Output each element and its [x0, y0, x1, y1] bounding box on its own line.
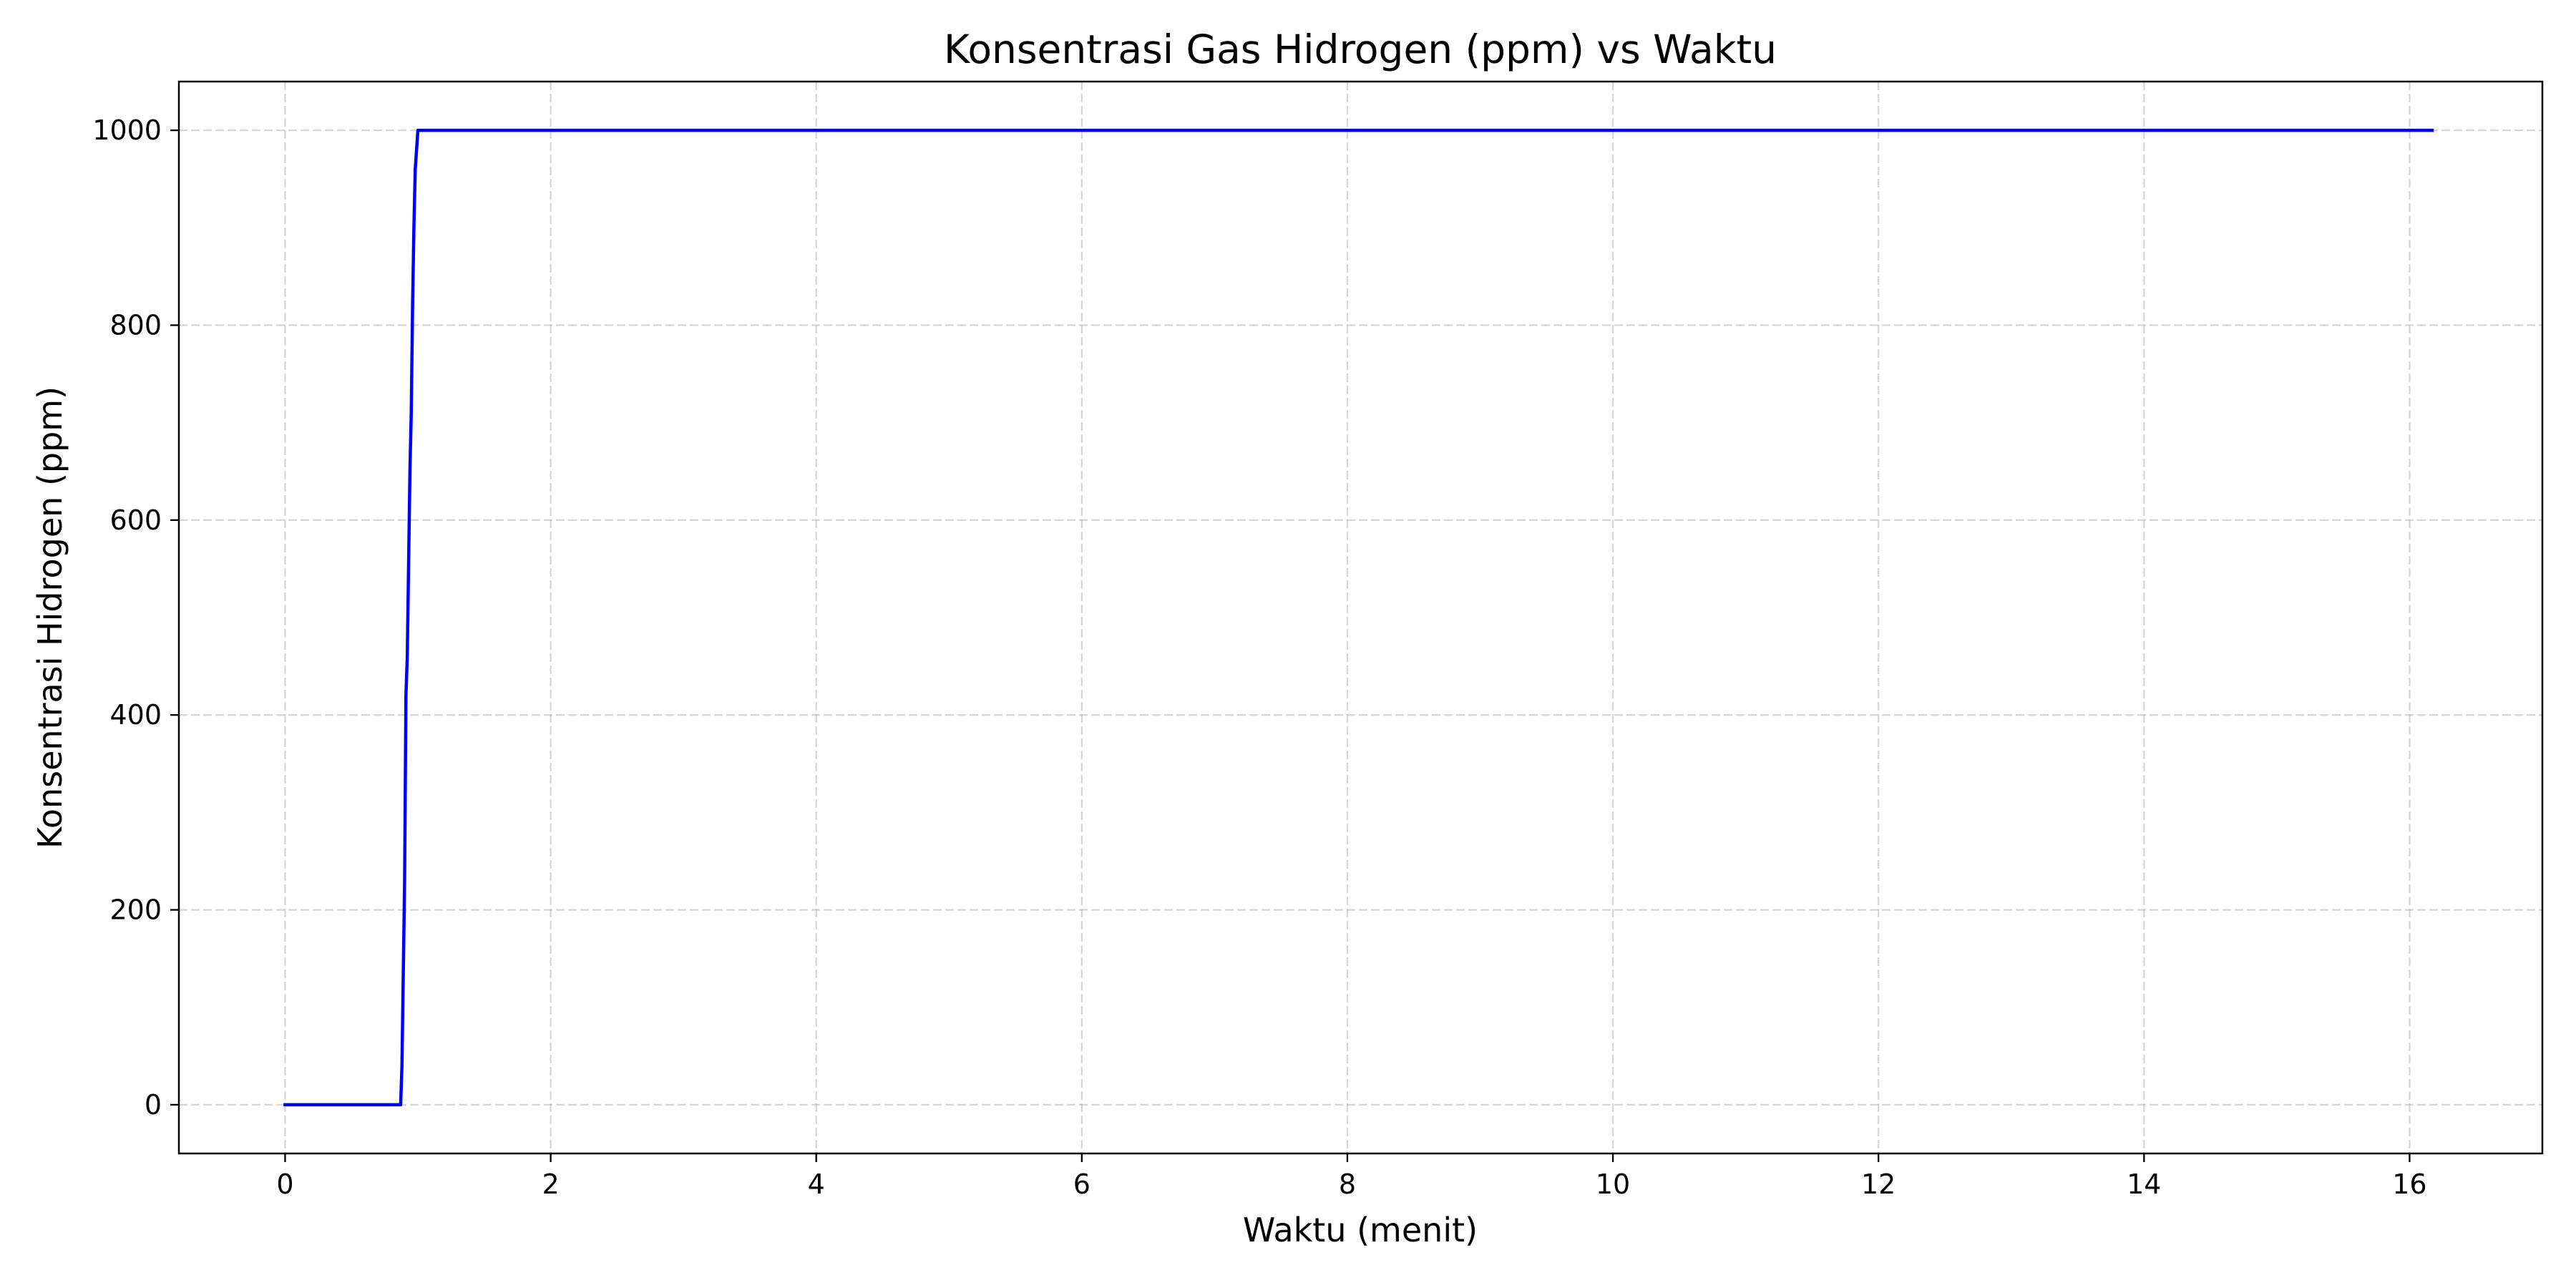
- y-tick-label: 200: [109, 894, 162, 926]
- x-tick-label: 12: [1861, 1169, 1896, 1200]
- y-tick-label: 600: [109, 504, 162, 536]
- y-tick-label: 800: [109, 309, 162, 341]
- x-tick-label: 16: [2392, 1169, 2426, 1200]
- series-line-1: [283, 128, 2434, 1107]
- x-tick-label: 10: [1596, 1169, 1630, 1200]
- series-layer: [283, 128, 2434, 1107]
- x-tick-label: 2: [542, 1169, 559, 1200]
- x-axis-ticks: 0 2 4 6 8 10 12 14 16: [276, 1153, 2427, 1200]
- chart-title: Konsentrasi Gas Hidrogen (ppm) vs Waktu: [944, 26, 1777, 72]
- x-tick-label: 0: [276, 1169, 293, 1200]
- y-axis-ticks: 0 200 400 600 800 1000: [92, 114, 179, 1121]
- plot-frame: [177, 80, 2544, 1155]
- x-tick-label: 14: [2127, 1169, 2161, 1200]
- x-tick-label: 8: [1339, 1169, 1356, 1200]
- y-tick-label: 400: [109, 699, 162, 731]
- y-axis-label: Konsentrasi Hidrogen (ppm): [31, 386, 69, 849]
- x-tick-label: 4: [808, 1169, 825, 1200]
- x-axis-label: Waktu (menit): [1243, 1211, 1478, 1249]
- x-tick-label: 6: [1073, 1169, 1091, 1200]
- y-tick-label: 0: [145, 1089, 162, 1121]
- y-tick-label: 1000: [92, 114, 162, 146]
